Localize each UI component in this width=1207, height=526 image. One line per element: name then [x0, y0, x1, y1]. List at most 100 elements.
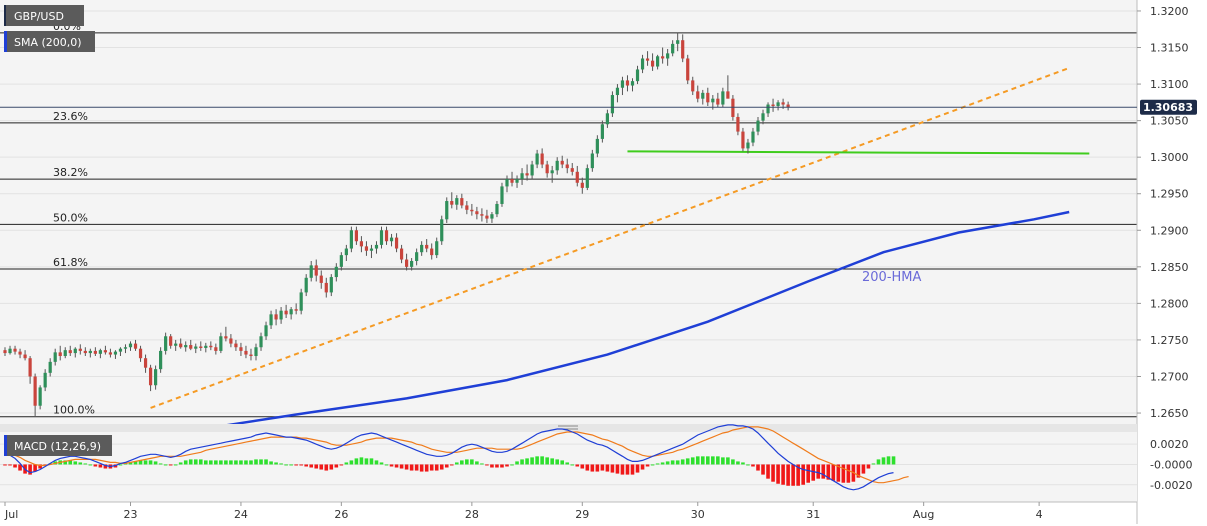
candle-body — [741, 131, 745, 149]
macd-histogram-bar — [675, 460, 680, 465]
macd-histogram-bar — [695, 456, 700, 465]
candle — [43, 369, 47, 392]
candle — [470, 203, 474, 216]
candle — [128, 341, 133, 351]
candle-body — [334, 266, 338, 278]
candle — [575, 165, 579, 187]
macd-histogram-bar — [655, 463, 660, 465]
candle — [304, 274, 308, 297]
hma-200-label: 200-HMA — [862, 270, 921, 285]
candle-body — [118, 348, 123, 352]
macd-histogram-bar — [635, 464, 640, 473]
macd-tag[interactable]: MACD (12,26,9) — [4, 435, 112, 456]
price-pane: 0.0%23.6%38.2%50.0%61.8%100.0% — [0, 0, 1138, 524]
sma-tag[interactable]: SMA (200,0) — [4, 31, 95, 52]
price-tick-label: 1.3200 — [1150, 5, 1189, 18]
macd-histogram-bar — [13, 464, 17, 468]
macd-histogram-bar — [28, 464, 32, 475]
candle — [169, 334, 173, 349]
macd-histogram-bar — [746, 464, 750, 466]
candle — [696, 85, 700, 103]
trendlines — [150, 67, 1090, 409]
candle-body — [560, 160, 564, 165]
candle-body — [640, 58, 645, 70]
candle — [8, 345, 12, 355]
macd-histogram-bar — [133, 461, 138, 465]
candle — [505, 175, 509, 193]
macd-histogram-bar — [570, 464, 575, 466]
candle-body — [570, 168, 574, 172]
macd-histogram-bar — [510, 464, 514, 466]
macd-histogram-bar — [816, 464, 821, 479]
macd-histogram-bar — [550, 458, 554, 465]
price-tick-label: 1.2650 — [1150, 407, 1189, 420]
price-tick-label: 1.2850 — [1150, 261, 1189, 274]
candle — [751, 127, 755, 147]
candle-body — [490, 214, 494, 219]
time-tick-label: 30 — [691, 508, 705, 521]
price-tick-label: 1.3150 — [1150, 42, 1189, 55]
candle — [334, 263, 338, 282]
macd-histogram-bar — [429, 464, 434, 471]
candle-body — [399, 248, 404, 260]
candle — [595, 135, 599, 158]
macd-histogram-bar — [781, 464, 785, 485]
candle-body — [304, 277, 308, 293]
candle — [354, 226, 358, 245]
candle — [379, 226, 384, 249]
candle — [746, 138, 750, 154]
candle-body — [164, 336, 168, 351]
macd-histogram-bar — [645, 464, 650, 467]
candle-body — [716, 98, 720, 105]
price-axis[interactable]: 1.2650 1.2700 1.2750 1.2800 1.2850 1.2900 1.29… — [1137, 5, 1189, 420]
candle — [229, 334, 233, 348]
candle-body — [279, 310, 283, 320]
candle — [600, 120, 604, 143]
candle-body — [254, 347, 258, 357]
candle-body — [354, 230, 358, 242]
candle — [560, 155, 564, 169]
macd-axis[interactable]: 0.0020 -0.0000 -0.0020 — [1150, 438, 1192, 492]
candle — [359, 236, 364, 253]
candle-body — [445, 201, 449, 220]
macd-histogram-bar — [33, 464, 37, 472]
candle-body — [615, 87, 620, 96]
candle-body — [28, 358, 32, 377]
macd-histogram-bar — [138, 460, 143, 465]
fib-level-label: 23.6% — [53, 110, 88, 123]
macd-histogram-bar — [73, 461, 78, 465]
symbol-tag[interactable]: GBP/USD — [4, 5, 84, 26]
candle — [324, 277, 328, 298]
candle — [706, 87, 710, 106]
macd-histogram-bar — [359, 457, 364, 465]
macd-histogram-bar — [284, 464, 288, 466]
macd-histogram-bar — [239, 460, 243, 465]
time-axis[interactable]: Jul 23 24 26 28 29 30 31 Aug 4 — [0, 501, 1137, 521]
candle — [756, 116, 760, 136]
candle-body — [550, 170, 554, 174]
candle — [133, 339, 138, 351]
time-tick-label: 24 — [234, 508, 248, 521]
candle-body — [485, 215, 489, 219]
candle — [500, 182, 504, 207]
macd-histogram-bar — [103, 464, 108, 469]
candle — [570, 163, 574, 176]
candle — [681, 34, 685, 63]
macd-histogram-bar — [500, 464, 504, 468]
macd-histogram-bar — [409, 464, 414, 471]
candle — [164, 332, 168, 355]
candle-body — [344, 248, 348, 256]
candle — [374, 241, 379, 254]
candle-body — [128, 343, 133, 348]
macd-histogram-bar — [374, 460, 379, 465]
candle — [58, 345, 62, 361]
macd-histogram-bar — [219, 460, 223, 465]
macd-histogram-bar — [158, 463, 163, 465]
macd-histogram-bar — [891, 456, 896, 465]
macd-histogram-bar — [560, 460, 565, 465]
candle — [420, 241, 424, 256]
candle — [656, 54, 660, 70]
macd-histogram-bar — [78, 462, 83, 465]
macd-histogram-bar — [700, 456, 705, 465]
candle — [289, 307, 293, 320]
